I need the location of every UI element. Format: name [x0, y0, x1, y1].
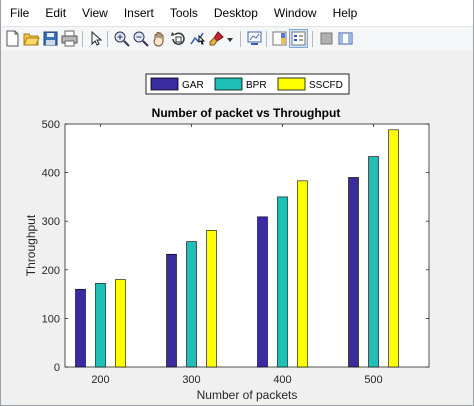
toolbar-separator: [240, 31, 241, 47]
insert-colorbar-icon[interactable]: [271, 30, 288, 47]
new-figure-icon[interactable]: [4, 30, 21, 47]
link-plot-icon[interactable]: [246, 30, 263, 47]
menu-file[interactable]: File: [10, 6, 30, 20]
bar-sscfd-300[interactable]: [206, 230, 217, 368]
bar-bpr-400[interactable]: [277, 196, 288, 368]
y-tick-label: 0: [54, 362, 60, 374]
y-tick-label: 100: [42, 313, 60, 325]
toolbar-separator: [312, 31, 313, 47]
print-icon[interactable]: [61, 30, 78, 47]
bar-sscfd-400[interactable]: [297, 180, 308, 368]
menu-window[interactable]: Window: [273, 6, 317, 20]
bar-bpr-200[interactable]: [95, 283, 106, 368]
x-tick-label: 200: [91, 374, 109, 386]
legend-label-bpr: BPR: [246, 80, 267, 91]
bar-gar-400[interactable]: [257, 216, 268, 368]
chart-title: Number of packet vs Throughput: [152, 106, 341, 120]
y-tick-label: 300: [42, 216, 60, 228]
zoom-out-icon[interactable]: [132, 30, 149, 47]
bar-gar-500[interactable]: [348, 177, 359, 368]
legend[interactable]: GAR BPR SSCFD: [145, 73, 350, 95]
y-axis-label: Throughput: [24, 214, 38, 276]
menu-view[interactable]: View: [82, 6, 108, 20]
x-tick-label: 400: [273, 374, 291, 386]
bars-group: [75, 129, 399, 368]
x-axis-label: Number of packets: [197, 388, 298, 402]
bar-bpr-500[interactable]: [368, 156, 379, 368]
menu-edit[interactable]: Edit: [45, 6, 67, 20]
figure-canvas: GAR BPR SSCFD Number of packet vs Throug…: [1, 51, 473, 405]
legend-swatch-gar: [150, 77, 179, 91]
brush-dropdown-icon[interactable]: [226, 30, 235, 47]
x-tick-label: 500: [364, 374, 382, 386]
data-cursor-icon[interactable]: [189, 30, 206, 47]
insert-legend-icon[interactable]: [289, 29, 308, 48]
figure-toolbar: [1, 26, 473, 52]
menu-bar: File Edit View Insert Tools Desktop Wind…: [1, 0, 473, 26]
y-tick-label: 400: [42, 168, 60, 180]
toolbar-separator: [107, 31, 108, 47]
legend-swatch-sscfd: [277, 77, 306, 91]
pan-icon[interactable]: [151, 30, 168, 47]
legend-label-gar: GAR: [182, 80, 204, 91]
bar-sscfd-500[interactable]: [388, 129, 399, 368]
menu-help[interactable]: Help: [332, 6, 358, 20]
zoom-in-icon[interactable]: [113, 30, 130, 47]
menu-insert[interactable]: Insert: [123, 6, 154, 20]
axis-ticks: 0 100 200 300 400 500 200 300 400 500: [42, 119, 429, 386]
menu-desktop[interactable]: Desktop: [213, 6, 258, 20]
rotate-3d-icon[interactable]: [170, 30, 187, 47]
bar-bpr-300[interactable]: [186, 241, 197, 368]
legend-label-sscfd: SSCFD: [309, 80, 343, 91]
y-tick-label: 500: [42, 119, 60, 131]
open-file-icon[interactable]: [23, 30, 40, 47]
show-plot-tools-icon[interactable]: [337, 30, 354, 47]
y-tick-label: 200: [42, 265, 60, 277]
bar-gar-300[interactable]: [166, 253, 177, 368]
menu-tools[interactable]: Tools: [169, 6, 198, 20]
bar-gar-200[interactable]: [75, 288, 86, 368]
legend-swatch-bpr: [214, 77, 243, 91]
bar-chart: GAR BPR SSCFD Number of packet vs Throug…: [24, 73, 430, 402]
brush-icon[interactable]: [208, 30, 225, 47]
x-tick-label: 300: [182, 374, 200, 386]
toolbar-separator: [266, 31, 267, 47]
save-icon[interactable]: [42, 30, 59, 47]
toolbar-separator: [82, 31, 83, 47]
bar-sscfd-200[interactable]: [115, 279, 126, 368]
hide-plot-tools-icon[interactable]: [318, 30, 335, 47]
select-arrow-icon[interactable]: [87, 30, 104, 47]
